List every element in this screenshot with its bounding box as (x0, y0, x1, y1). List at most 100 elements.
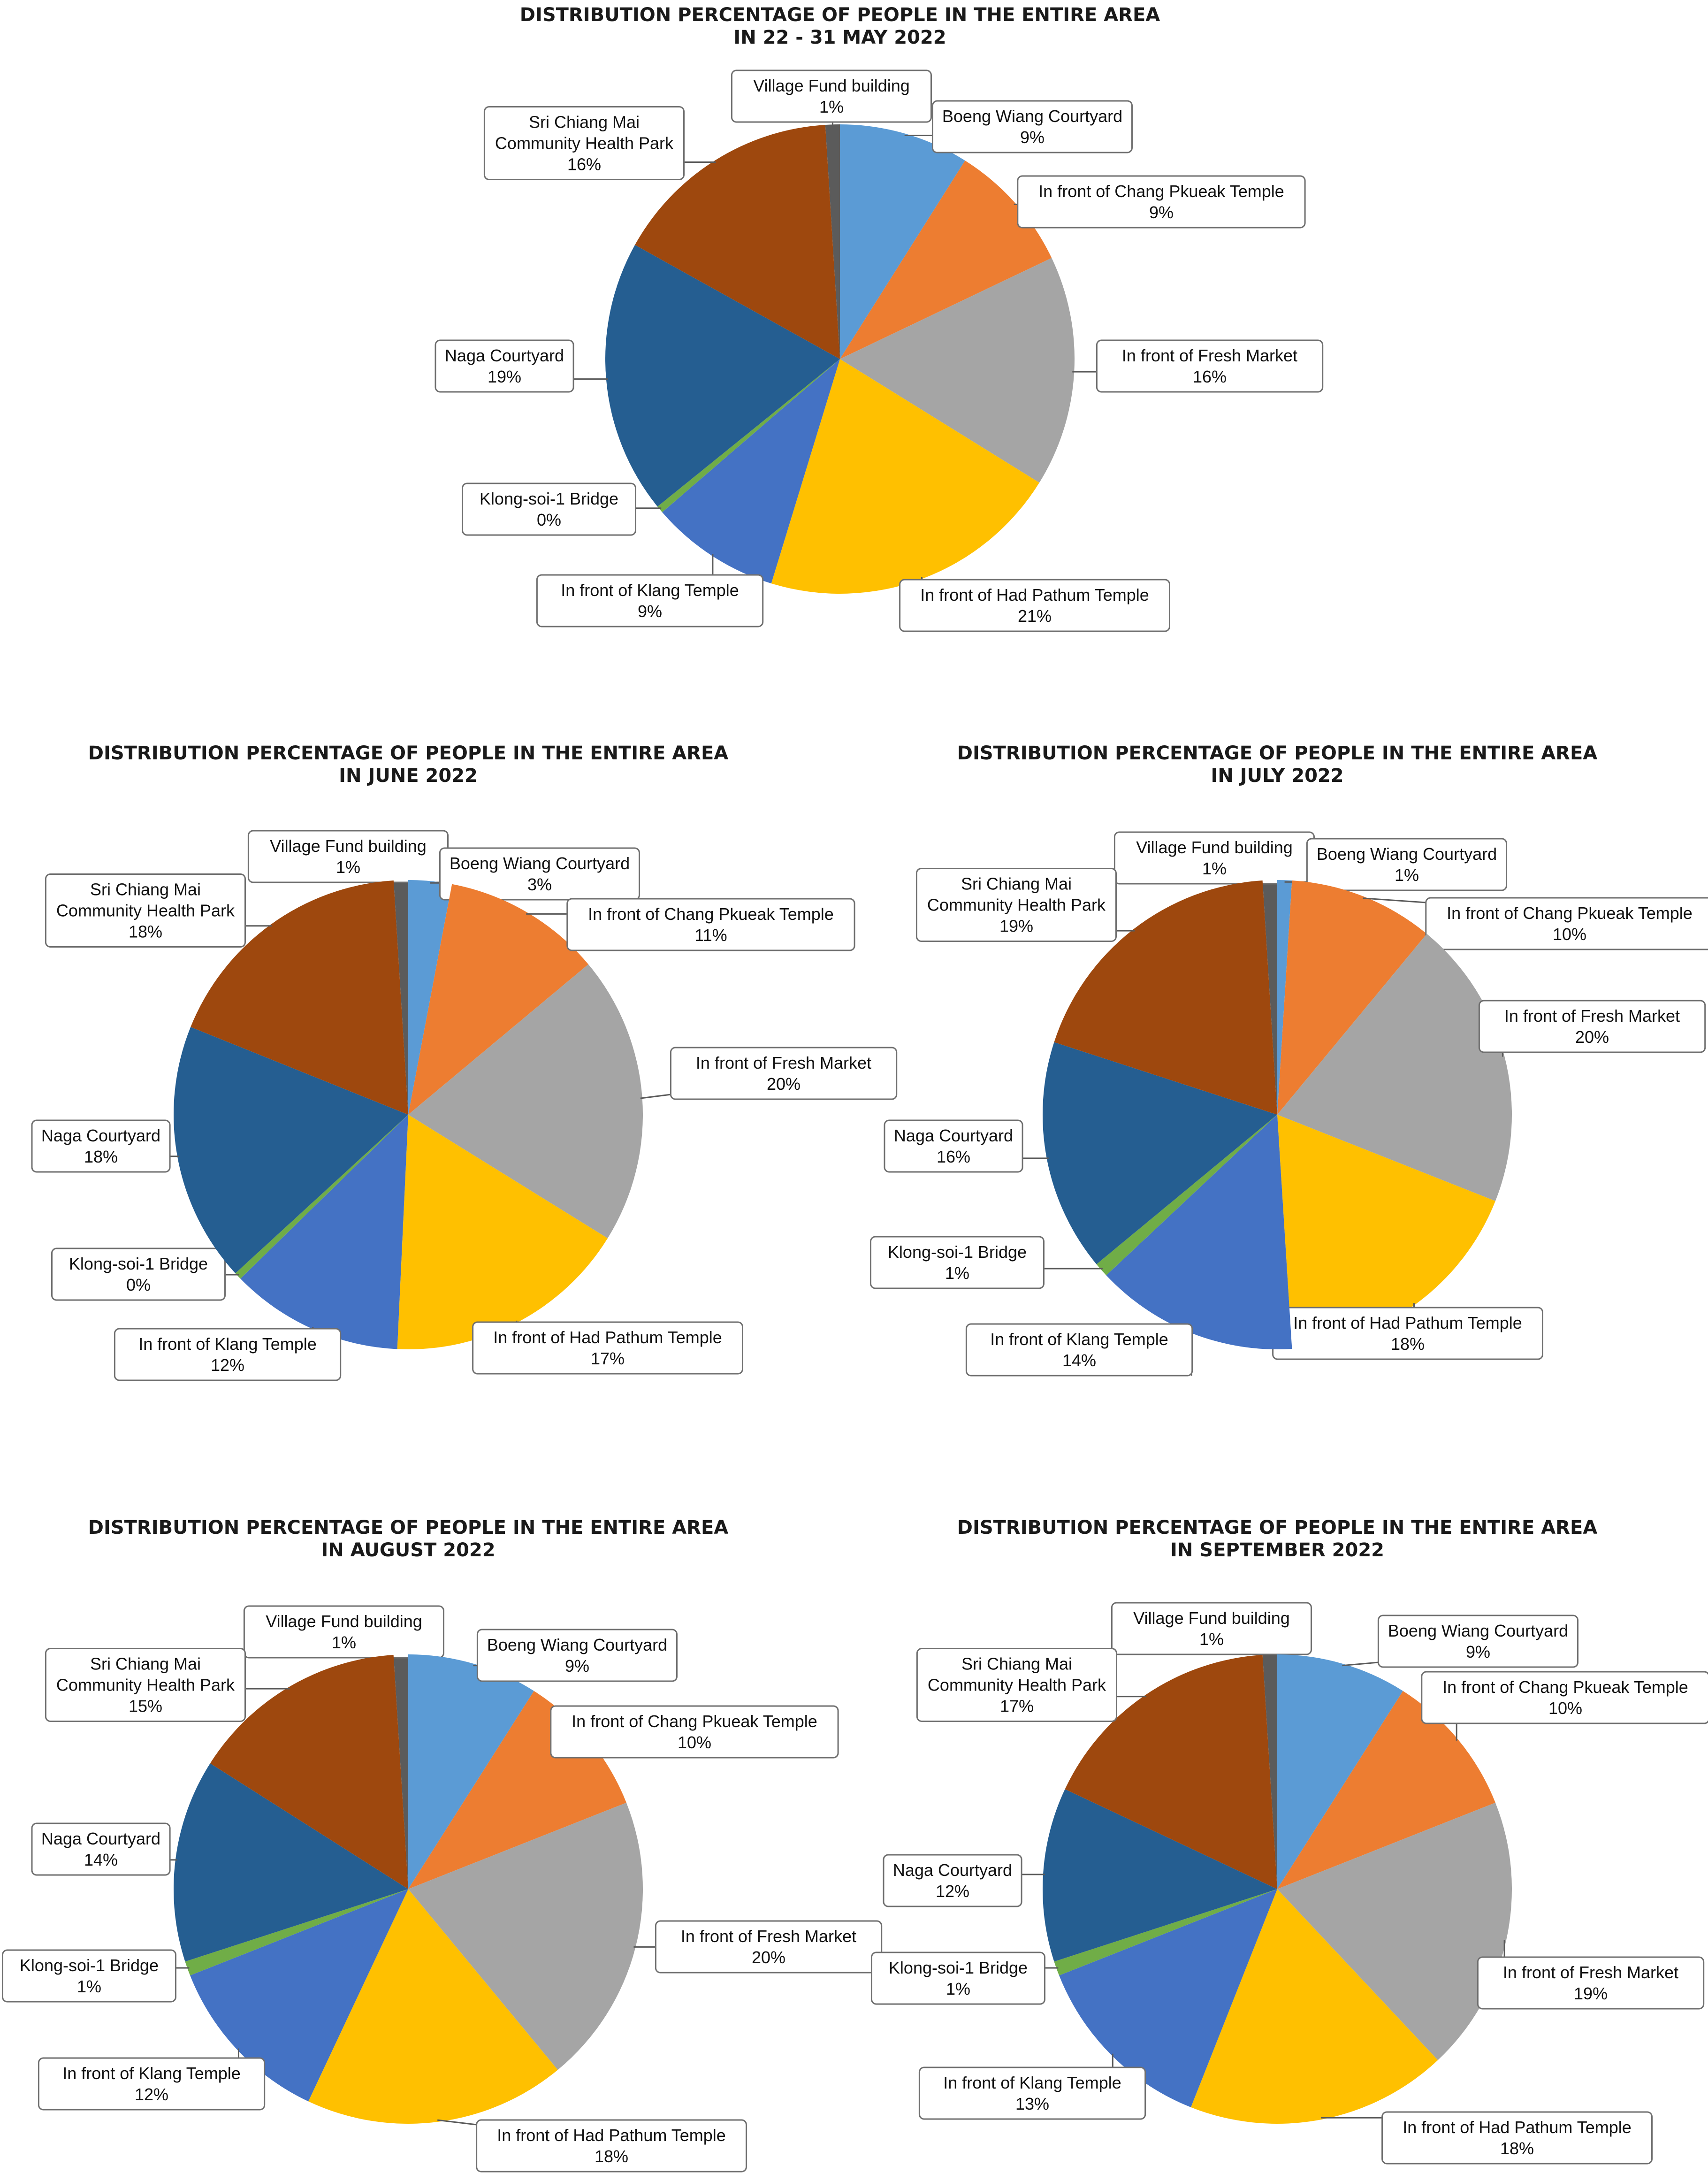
data-label-name: Sri Chiang Mai (961, 1654, 1072, 1674)
data-label-sri-chiang-mai-community-health-park: Sri Chiang Mai Community Health Park 18% (45, 873, 246, 948)
chart-title-line: IN AUGUST 2022 (321, 1539, 495, 1561)
label-leader-line (1363, 897, 1426, 903)
pie-chart-4: DISTRIBUTION PERCENTAGE OF PEOPLE IN THE… (2, 1517, 883, 2173)
data-label-box (1096, 339, 1324, 393)
pie-slice-boeng-wiang-courtyard (1277, 1654, 1403, 1889)
chart-title-line: DISTRIBUTION PERCENTAGE OF PEOPLE IN THE… (520, 4, 1160, 26)
data-label-name: Naga Courtyard (445, 346, 564, 365)
data-label-naga-courtyard: Naga Courtyard 14% (31, 1822, 171, 1876)
data-label-name: Boeng Wiang Courtyard (487, 1635, 667, 1654)
data-label-sri-chiang-mai-community-health-park: Sri Chiang Mai Community Health Park 15% (45, 1648, 246, 1722)
data-label-box (462, 482, 636, 536)
data-label-box (51, 1247, 226, 1301)
data-label-name: Naga Courtyard (41, 1829, 160, 1848)
data-label-klong-soi-1-bridge: Klong-soi-1 Bridge 1% (2, 1949, 176, 2003)
data-label-village-fund-building: Village Fund building 1% (731, 69, 932, 123)
chart-title-line: DISTRIBUTION PERCENTAGE OF PEOPLE IN THE… (88, 742, 729, 764)
pie-slice-in-front-of-klang-temple (1059, 1889, 1277, 2107)
data-label-in-front-of-fresh-market: In front of Fresh Market 20% (655, 1920, 883, 1974)
data-label-percent: 16% (1193, 367, 1227, 386)
data-label-box (550, 1705, 839, 1759)
pie-slice-naga-courtyard (174, 1763, 408, 1962)
data-label-in-front-of-had-pathum-temple: In front of Had Pathum Temple 18% (1272, 1307, 1544, 1360)
data-label-in-front-of-chang-pkueak-temple: In front of Chang Pkueak Temple 9% (1017, 175, 1306, 229)
data-label-box (884, 1119, 1023, 1173)
data-label-percent: 16% (937, 1147, 970, 1166)
data-label-in-front-of-fresh-market: In front of Fresh Market 19% (1477, 1956, 1705, 2010)
data-label-sri-chiang-mai-community-health-park: Sri Chiang Mai Community Health Park 17% (916, 1648, 1118, 1722)
data-label-name: In front of Chang Pkueak Temple (588, 904, 834, 924)
data-label-percent: 12% (936, 1882, 969, 1901)
data-label-name: In front of Had Pathum Temple (497, 2126, 726, 2145)
data-label-naga-courtyard: Naga Courtyard 16% (884, 1119, 1023, 1173)
chart-title-line: DISTRIBUTION PERCENTAGE OF PEOPLE IN THE… (957, 1517, 1598, 1538)
data-label-name: Naga Courtyard (894, 1126, 1013, 1145)
data-label-percent: 1% (1202, 859, 1227, 878)
pie-chart-1: DISTRIBUTION PERCENTAGE OF PEOPLE IN THE… (435, 4, 1324, 632)
pie-slice-village-fund-building (393, 1654, 408, 1889)
data-label-name: In front of Chang Pkueak Temple (1442, 1677, 1688, 1697)
data-label-name: Community Health Park (56, 901, 235, 920)
pie-slice-in-front-of-fresh-market (840, 258, 1075, 483)
data-label-in-front-of-chang-pkueak-temple: In front of Chang Pkueak Temple 10% (550, 1705, 839, 1759)
data-label-percent: 19% (488, 367, 521, 386)
data-label-in-front-of-chang-pkueak-temple: In front of Chang Pkueak Temple 10% (1425, 897, 1708, 950)
data-label-name: Village Fund building (266, 1612, 422, 1631)
data-label-box (918, 2066, 1146, 2120)
data-label-in-front-of-chang-pkueak-temple: In front of Chang Pkueak Temple 11% (566, 898, 855, 951)
data-label-sri-chiang-mai-community-health-park: Sri Chiang Mai Community Health Park 16% (483, 106, 685, 180)
pie-slice-klong-soi-1-bridge (1096, 1115, 1277, 1276)
data-label-in-front-of-had-pathum-temple: In front of Had Pathum Temple 18% (1381, 2111, 1653, 2165)
data-label-name: In front of Fresh Market (681, 1927, 856, 1946)
data-label-name: Village Fund building (270, 836, 427, 856)
pie-slice-in-front-of-chang-pkueak-temple (408, 884, 588, 1115)
data-label-box (931, 100, 1133, 153)
data-label-naga-courtyard: Naga Courtyard 19% (435, 339, 574, 393)
data-label-box (243, 1605, 445, 1659)
pie-slice-boeng-wiang-courtyard (840, 124, 965, 359)
data-label-percent: 0% (126, 1275, 151, 1294)
data-label-percent: 10% (678, 1733, 711, 1752)
data-label-village-fund-building: Village Fund building 1% (243, 1605, 445, 1659)
data-label-boeng-wiang-courtyard: Boeng Wiang Courtyard 9% (476, 1629, 678, 1682)
pie-slice-sri-chiang-mai-community-health-park (1054, 880, 1277, 1115)
data-label-percent: 9% (1149, 203, 1174, 222)
data-label-percent: 14% (84, 1850, 118, 1869)
data-label-name: Klong-soi-1 Bridge (69, 1254, 208, 1273)
chart-title-line: IN 22 - 31 MAY 2022 (733, 27, 946, 48)
data-label-in-front-of-klang-temple: In front of Klang Temple 13% (918, 2066, 1146, 2120)
pie-slice-in-front-of-fresh-market (408, 1802, 643, 2070)
pie-slice-klong-soi-1-bridge (657, 359, 840, 513)
pie-slice-sri-chiang-mai-community-health-park (191, 880, 408, 1115)
pie-slice-in-front-of-fresh-market (1277, 1802, 1512, 2060)
data-label-name: In front of Had Pathum Temple (1293, 1313, 1522, 1332)
pie-slice-klong-soi-1-bridge (235, 1115, 408, 1279)
data-label-name: Sri Chiang Mai (90, 1654, 201, 1674)
data-label-name: Sri Chiang Mai (90, 880, 201, 899)
data-label-in-front-of-had-pathum-temple: In front of Had Pathum Temple 17% (472, 1321, 743, 1375)
data-label-percent: 18% (1500, 2139, 1534, 2158)
chart-title-line: IN JULY 2022 (1211, 765, 1343, 787)
pie-slice-village-fund-building (1262, 1654, 1277, 1889)
data-label-naga-courtyard: Naga Courtyard 12% (883, 1854, 1022, 1907)
data-label-name: In front of Fresh Market (696, 1053, 871, 1072)
data-label-name: In front of Fresh Market (1122, 346, 1297, 365)
data-label-name: In front of Chang Pkueak Temple (1447, 903, 1693, 923)
data-label-box (31, 1119, 171, 1173)
chart-title-line: DISTRIBUTION PERCENTAGE OF PEOPLE IN THE… (88, 1517, 729, 1538)
data-label-box (1381, 2111, 1653, 2165)
pie-slice-in-front-of-had-pathum-temple (397, 1115, 608, 1349)
data-label-klong-soi-1-bridge: Klong-soi-1 Bridge 0% (51, 1247, 226, 1301)
pie-slice-klong-soi-1-bridge (185, 1889, 408, 1976)
data-label-percent: 18% (84, 1147, 118, 1166)
data-label-percent: 14% (1062, 1351, 1096, 1370)
data-label-naga-courtyard: Naga Courtyard 18% (31, 1119, 171, 1173)
data-label-village-fund-building: Village Fund building 1% (1111, 1602, 1312, 1655)
data-label-name: Boeng Wiang Courtyard (1317, 844, 1497, 864)
pie-chart-3: DISTRIBUTION PERCENTAGE OF PEOPLE IN THE… (870, 742, 1708, 1377)
